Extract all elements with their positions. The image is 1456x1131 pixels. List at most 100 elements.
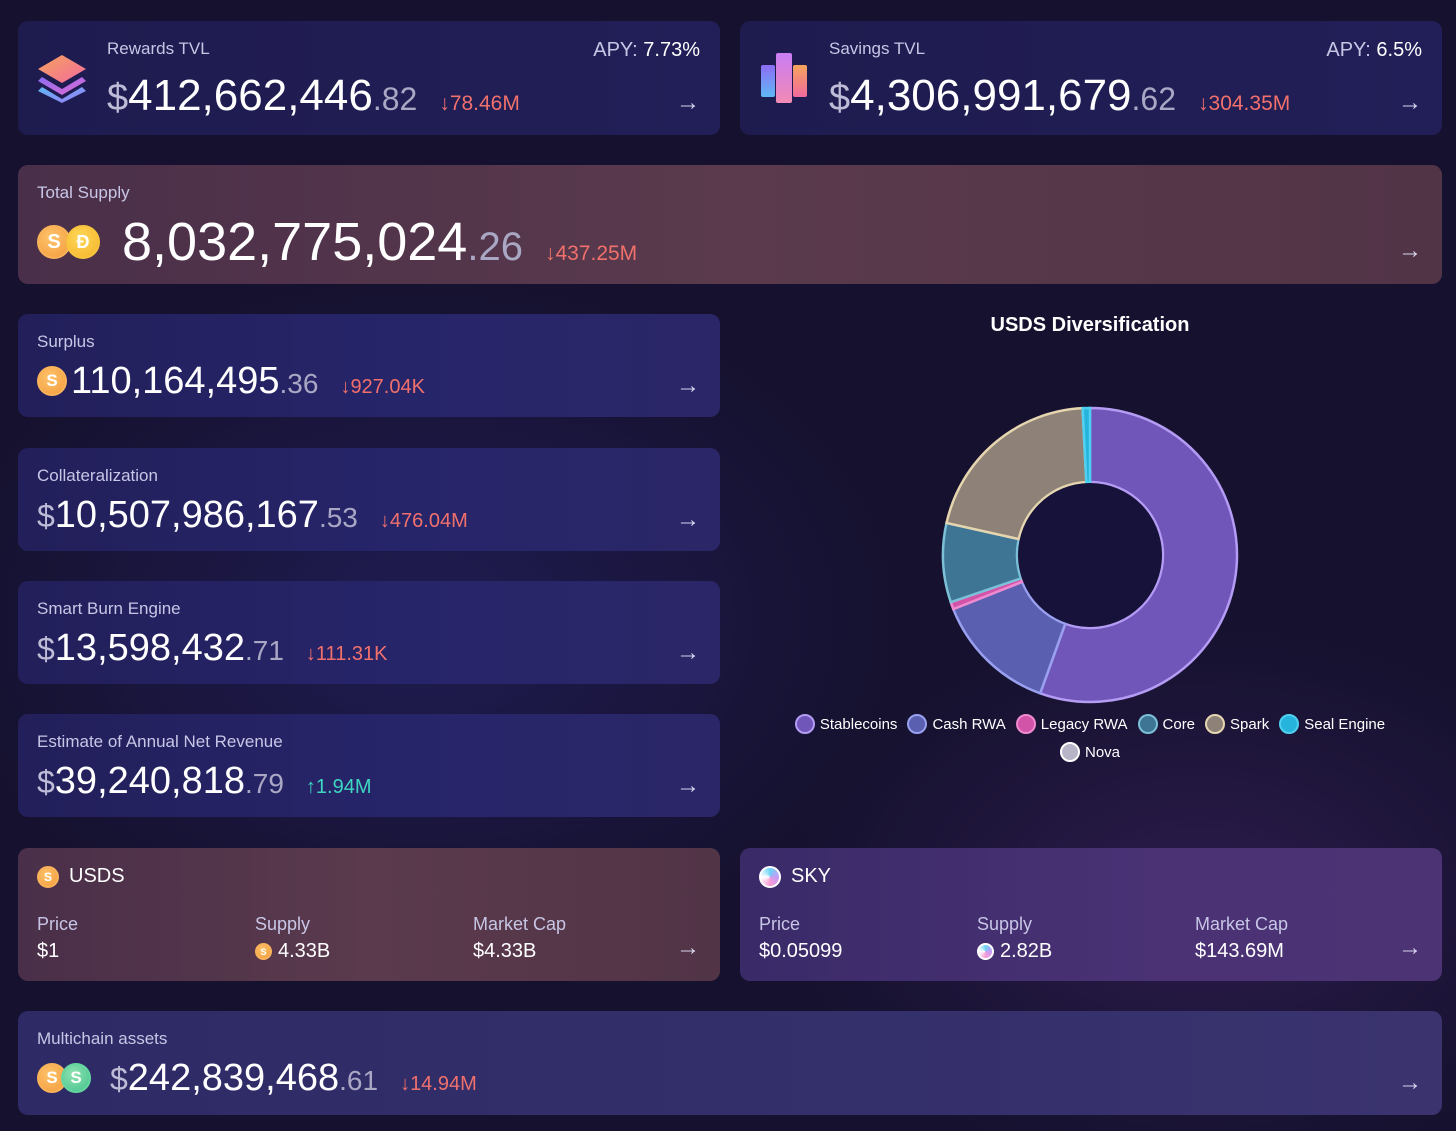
legend-label: Core — [1162, 715, 1196, 733]
multichain-label: Multichain assets — [37, 1029, 168, 1048]
rewards-logo-icon — [38, 55, 86, 103]
arrow-right-icon[interactable]: → — [1398, 1069, 1422, 1096]
legend-item-stablecoins[interactable]: Stablecoins — [794, 714, 898, 734]
legend-label: Stablecoins — [819, 715, 898, 733]
arrow-right-icon[interactable]: → — [1398, 934, 1422, 961]
usds-supply-text: 4.33B — [278, 940, 331, 962]
collateralization-card[interactable]: Collateralization $ 10,507,986,167 .53 ↓… — [18, 448, 720, 551]
total-supply-card[interactable]: Total Supply S Ð 8,032,775,024 .26 ↓437.… — [18, 165, 1442, 284]
value-decimal: .26 — [467, 225, 523, 269]
rewards-tvl-card[interactable]: Rewards TVL APY: 7.73% $ 412,662,446 .82… — [18, 21, 720, 135]
legend-item-cash-rwa[interactable]: Cash RWA — [907, 714, 1006, 734]
sky-supply-text: 2.82B — [1000, 940, 1053, 962]
dai-coin-icon: Ð — [66, 225, 100, 259]
usds-coin-icon: S — [255, 943, 272, 960]
usds-coin-icon: S — [37, 366, 67, 396]
usds-supply-value: S 4.33B — [255, 940, 330, 963]
usds-price-label: Price — [37, 914, 79, 934]
legend-item-nova[interactable]: Nova — [1059, 742, 1121, 762]
value-integer: 13,598,432 — [54, 627, 245, 669]
surplus-label: Surplus — [37, 332, 95, 351]
legend-swatch — [907, 714, 928, 734]
legend-item-core[interactable]: Core — [1137, 714, 1196, 734]
savings-logo-icon — [761, 53, 807, 103]
surplus-card[interactable]: Surplus S 110,164,495 .36 ↓927.04K → — [18, 314, 720, 417]
value-integer: 110,164,495 — [71, 360, 280, 402]
usds-coin-icon: S — [37, 865, 59, 888]
legend-swatch — [1015, 714, 1036, 734]
usds-diversification-donut — [941, 406, 1239, 704]
savings-tvl-card[interactable]: Savings TVL APY: 6.5% $ 4,306,991,679 .6… — [740, 21, 1442, 135]
legend-label: Cash RWA — [932, 715, 1006, 733]
smart-burn-change: ↓111.31K — [305, 643, 388, 665]
revenue-card[interactable]: Estimate of Annual Net Revenue $ 39,240,… — [18, 714, 720, 817]
usds-mcap-value: $4.33B — [473, 940, 536, 963]
arrow-right-icon[interactable]: → — [676, 506, 700, 533]
sky-mcap-value: $143.69M — [1195, 940, 1284, 963]
total-supply-value: 8,032,775,024 .26 ↓437.25M — [122, 211, 637, 273]
collateralization-label: Collateralization — [37, 466, 158, 485]
rewards-apy-value: 7.73% — [643, 39, 700, 61]
sky-token-title: SKY — [759, 865, 831, 888]
rewards-apy: APY: 7.73% — [593, 39, 700, 62]
arrow-right-icon[interactable]: → — [676, 639, 700, 666]
value-decimal: .79 — [244, 768, 284, 799]
sky-token-card[interactable]: SKY Price $0.05099 Supply 2.82B Market C… — [740, 848, 1442, 981]
multichain-card[interactable]: Multichain assets S S $ 242,839,468 .61 … — [18, 1011, 1442, 1115]
currency-symbol: $ — [107, 77, 129, 119]
legend-item-legacy-rwa[interactable]: Legacy RWA — [1015, 714, 1128, 734]
currency-symbol: $ — [37, 498, 55, 534]
legend-item-spark[interactable]: Spark — [1205, 714, 1269, 734]
multichain-value: $ 242,839,468 .61 ↓14.94M — [110, 1057, 477, 1100]
legend-swatch — [1059, 742, 1080, 762]
sky-price-label: Price — [759, 914, 801, 934]
arrow-right-icon[interactable]: → — [676, 934, 700, 961]
value-integer: 412,662,446 — [128, 71, 373, 120]
smart-burn-label: Smart Burn Engine — [37, 599, 181, 618]
savings-apy: APY: 6.5% — [1326, 39, 1422, 62]
chart-legend: Stablecoins Cash RWA Legacy RWA Core Spark Se… — [760, 714, 1420, 762]
revenue-change: ↑1.94M — [305, 776, 372, 798]
value-decimal: .36 — [279, 368, 319, 399]
currency-symbol: $ — [829, 77, 851, 119]
legend-label: Spark — [1230, 715, 1270, 733]
currency-symbol: $ — [110, 1061, 128, 1097]
value-decimal: .53 — [318, 502, 358, 533]
sky-supply-label: Supply — [977, 914, 1033, 934]
sky-coin-icon — [977, 943, 994, 960]
value-integer: 10,507,986,167 — [54, 494, 319, 536]
smart-burn-card[interactable]: Smart Burn Engine $ 13,598,432 .71 ↓111.… — [18, 581, 720, 684]
rewards-tvl-value: $ 412,662,446 .82 ↓78.46M — [107, 71, 520, 121]
arrow-right-icon[interactable]: → — [1398, 89, 1422, 116]
total-supply-change: ↓437.25M — [544, 242, 638, 265]
arrow-right-icon[interactable]: → — [676, 89, 700, 116]
currency-symbol: $ — [37, 631, 55, 667]
arrow-right-icon[interactable]: → — [676, 772, 700, 799]
value-decimal: .71 — [244, 635, 284, 666]
usds-price-value: $1 — [37, 940, 59, 963]
legend-swatch — [1137, 714, 1158, 734]
green-coin-icon: S — [61, 1063, 91, 1093]
usds-mcap-text: $4.33B — [473, 940, 537, 962]
usds-title-text: USDS — [69, 865, 125, 887]
usds-token-card[interactable]: S USDS Price $1 Supply S 4.33B Market Ca… — [18, 848, 720, 981]
savings-apy-label: APY: — [1326, 39, 1371, 61]
legend-item-seal-engine[interactable]: Seal Engine — [1279, 714, 1385, 734]
sky-price-value: $0.05099 — [759, 940, 842, 963]
legend-swatch — [1205, 714, 1226, 734]
revenue-value: $ 39,240,818 .79 ↑1.94M — [37, 760, 372, 803]
legend-label: Nova — [1084, 743, 1121, 761]
currency-symbol: $ — [37, 764, 55, 800]
collateralization-change: ↓476.04M — [379, 510, 468, 532]
value-integer: 242,839,468 — [127, 1057, 340, 1099]
usds-price-text: $1 — [37, 940, 60, 962]
donut-slice-spark[interactable] — [945, 406, 1088, 541]
arrow-right-icon[interactable]: → — [676, 372, 700, 399]
arrow-right-icon[interactable]: → — [1398, 237, 1422, 264]
value-decimal: .62 — [1131, 81, 1177, 117]
savings-change: ↓304.35M — [1198, 92, 1291, 115]
donut-slice-stablecoins[interactable] — [1038, 406, 1239, 704]
donut-slice-seal-engine[interactable] — [1081, 406, 1092, 484]
smart-burn-value: $ 13,598,432 .71 ↓111.31K — [37, 627, 387, 670]
savings-tvl-value: $ 4,306,991,679 .62 ↓304.35M — [829, 71, 1290, 121]
